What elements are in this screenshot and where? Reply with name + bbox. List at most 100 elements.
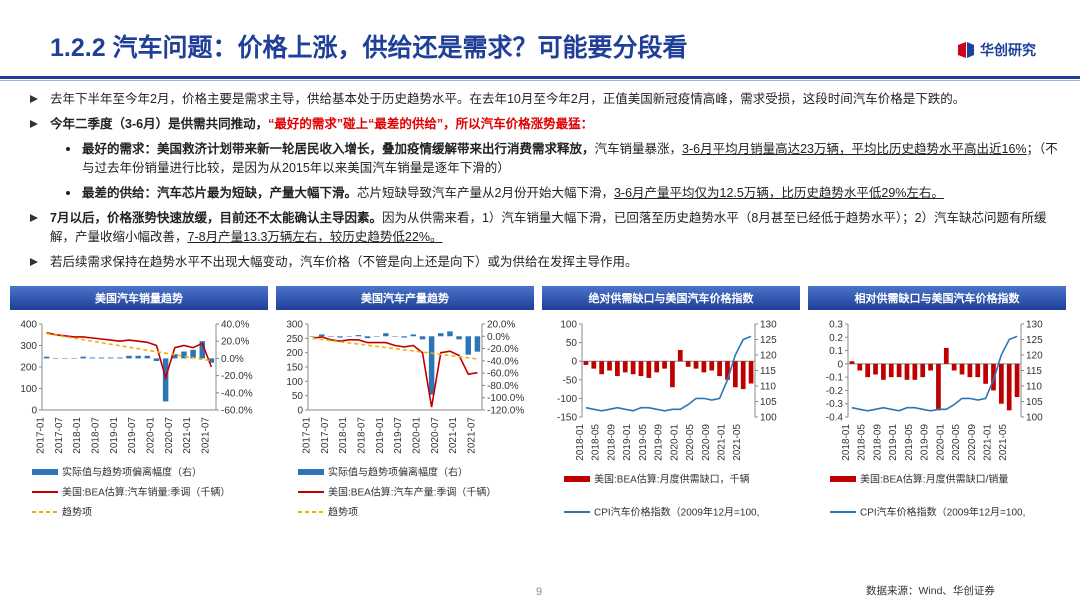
- x-tick-label: 2020-09: [967, 424, 978, 461]
- bar: [849, 361, 855, 364]
- x-tick-label: 2018-05: [591, 424, 602, 461]
- x-tick-label: 2019-01: [622, 424, 633, 461]
- bullet-list: 去年下半年至今年2月，价格主要是需求主导，供给基本处于历史趋势水平。在去年10月…: [22, 90, 1062, 278]
- bar: [740, 361, 746, 390]
- legend-swatch: [830, 476, 856, 482]
- bullet: 最差的供给：汽车芯片最为短缺，产量大幅下滑。芯片短缺导致汽车产量从2月份开始大幅…: [22, 184, 1062, 203]
- bar: [693, 361, 699, 369]
- y-tick-label: -0.1: [826, 373, 844, 384]
- y-tick-label: 0: [297, 406, 303, 417]
- y-tick-label: 150: [286, 363, 303, 374]
- y-tick-label: 400: [20, 320, 37, 331]
- chart: 绝对供需缺口与美国汽车价格指数 -150 -100 -50 0 50 100 100 105 11…: [542, 286, 800, 519]
- bar: [181, 351, 187, 359]
- bar: [364, 336, 371, 339]
- bullet-text: 3-6月平均月销量高达23万辆，平均比历史趋势水平高出近16%: [682, 142, 1027, 156]
- bar: [199, 341, 206, 359]
- bar: [888, 363, 894, 378]
- bullet-text: 汽车销量暴涨，: [594, 142, 683, 156]
- bullet-text: 最好的需求：美国救济计划带来新一轮居民收入增长，叠加疫情缓解带来出行消费需求释放…: [82, 142, 595, 156]
- bar: [318, 334, 325, 337]
- y2-tick-label: -40.0%: [487, 356, 519, 367]
- x-tick-label: 2019-01: [109, 417, 120, 454]
- bullet-text: ；（不与过去年份销量进行比较，是因为从2015年以来美国汽车销量是逐年下滑的）: [82, 142, 1058, 175]
- bullet: 若后续需求保持在趋势水平不出现大幅变动，汽车价格（不管是向上还是向下）或为供给在…: [22, 253, 1062, 272]
- bullet-text: 若后续需求保持在趋势水平不出现大幅变动，汽车价格（不管是向上还是向下）或为供给在…: [50, 255, 638, 269]
- bar: [392, 336, 398, 337]
- bar: [599, 361, 605, 375]
- legend-swatch: [32, 469, 58, 475]
- y-tick-label: 0.2: [829, 333, 843, 344]
- bar: [865, 363, 871, 378]
- bar: [346, 336, 352, 337]
- y-tick-label: 300: [20, 341, 37, 352]
- y2-tick-label: 105: [1026, 397, 1043, 408]
- series-line: [312, 336, 478, 408]
- page-number: 9: [536, 586, 543, 598]
- bullet-text: 最差的供给：汽车芯片最为短缺，产量大幅下滑。: [82, 186, 358, 200]
- bar: [591, 361, 597, 369]
- bar: [709, 361, 715, 371]
- x-tick-label: 2020-01: [145, 417, 156, 454]
- x-tick-label: 2018-01: [338, 417, 349, 454]
- x-tick-label: 2019-09: [920, 424, 931, 461]
- bar: [685, 361, 691, 367]
- x-tick-label: 2017-07: [54, 417, 65, 454]
- x-tick-label: 2021-01: [716, 424, 727, 461]
- chart-title: 美国汽车产量趋势: [361, 291, 449, 305]
- bar: [410, 334, 417, 337]
- legend-swatch: [564, 476, 590, 482]
- bullet-text: 去年下半年至今年2月，价格主要是需求主导，供给基本处于历史趋势水平。在去年10月…: [50, 92, 966, 106]
- x-tick-label: 2021-01: [982, 424, 993, 461]
- y2-tick-label: 125: [760, 335, 777, 346]
- y-tick-label: 0.3: [829, 320, 843, 331]
- y2-tick-label: 120: [1026, 351, 1043, 362]
- bar: [873, 363, 878, 375]
- bar: [337, 336, 343, 338]
- chart: 美国汽车产量趋势 0 50 100 150 200 250 300 20.0%0.0%-20.0…: [276, 286, 534, 519]
- bar: [717, 361, 722, 377]
- y2-tick-label: 115: [1026, 366, 1042, 377]
- bar: [474, 336, 481, 352]
- bar: [920, 363, 926, 378]
- y2-tick-label: 115: [760, 366, 776, 377]
- bar: [630, 361, 636, 375]
- x-tick-label: 2021-01: [182, 417, 193, 454]
- chart: 美国汽车销量趋势 0 100 200 300 400 40.0% 20.0% 0.0% -20.0…: [10, 286, 268, 519]
- chart-title: 绝对供需缺口与美国汽车价格指数: [589, 291, 755, 305]
- bar: [43, 356, 50, 359]
- y-tick-label: 250: [286, 334, 303, 345]
- y-tick-label: 100: [20, 384, 37, 395]
- bar: [71, 358, 77, 359]
- bar: [896, 363, 902, 378]
- legend-label: 实际值与趋势项偏离幅度（右）: [62, 466, 202, 479]
- bar: [951, 363, 957, 371]
- x-tick-label: 2019-07: [393, 417, 404, 454]
- series-line: [312, 337, 478, 360]
- y2-tick-label: -60.0%: [487, 369, 519, 380]
- logo: 华创研究: [956, 40, 1036, 60]
- y2-tick-label: 100: [760, 413, 777, 424]
- bar: [1006, 363, 1012, 411]
- y2-tick-label: -40.0%: [221, 388, 253, 399]
- bar: [857, 363, 863, 371]
- series-line: [851, 335, 1018, 412]
- bar: [732, 361, 738, 388]
- title-rule-thin: [0, 80, 1080, 81]
- bullet-text: 3-6月产量平均仅为12.5万辆，比历史趋势水平低29%左右。: [613, 186, 944, 200]
- y2-tick-label: 20.0%: [487, 320, 515, 331]
- bar: [943, 347, 949, 364]
- bar: [615, 361, 620, 377]
- y2-tick-label: -60.0%: [221, 406, 253, 417]
- x-tick-label: 2020-05: [951, 424, 962, 461]
- y2-tick-label: 110: [760, 382, 776, 393]
- x-tick-label: 2021-05: [998, 424, 1009, 461]
- x-tick-label: 2020-05: [685, 424, 696, 461]
- bar: [355, 335, 362, 337]
- bar: [998, 363, 1004, 404]
- x-tick-label: 2019-01: [375, 417, 386, 454]
- bullet-text: 因为从供需来看，1）汽车销量大幅下滑，已回落至历史趋势水平（8月甚至已经低于趋势…: [50, 211, 1047, 244]
- x-tick-label: 2017-01: [302, 417, 313, 454]
- y2-tick-label: 130: [760, 320, 777, 331]
